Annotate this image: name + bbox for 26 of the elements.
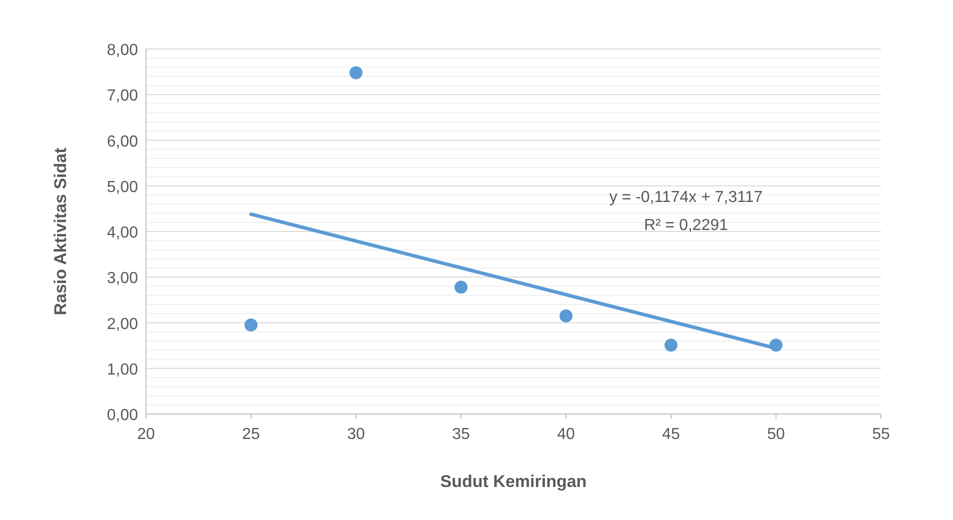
y-tick-label: 4,00 <box>106 224 138 242</box>
x-tick-label: 35 <box>452 426 470 443</box>
x-tick-label: 50 <box>767 426 785 443</box>
x-tick-label: 30 <box>347 426 365 443</box>
y-tick-label: 3,00 <box>106 270 138 288</box>
point <box>664 338 678 352</box>
x-tick-label: 40 <box>557 426 575 443</box>
y-tick-label: 7,00 <box>106 88 138 105</box>
annotation: R² = 0,2291 <box>644 217 728 234</box>
point <box>244 318 258 332</box>
y-tick-label: 0,00 <box>106 407 138 424</box>
point <box>454 280 468 294</box>
x-tick-label: 45 <box>662 426 680 443</box>
y-tick-label: 2,00 <box>106 316 138 333</box>
point <box>350 66 362 80</box>
x-tick-label: 25 <box>242 426 260 443</box>
annotation: y = -0,1174x + 7,3117 <box>609 189 763 206</box>
x-tick-label: 55 <box>872 426 890 443</box>
y-tick-label: 5,00 <box>106 178 138 196</box>
y-tick-label: 8,00 <box>106 42 138 59</box>
point <box>560 309 572 322</box>
x-axis-title: Sudut Kemiringan <box>440 472 587 491</box>
y-tick-label: 1,00 <box>106 361 138 378</box>
y-axis-title: Rasio Aktivitas Sidat <box>51 147 70 316</box>
y-tick-label: 6,00 <box>106 133 138 150</box>
x-tick-label: 20 <box>137 426 155 443</box>
